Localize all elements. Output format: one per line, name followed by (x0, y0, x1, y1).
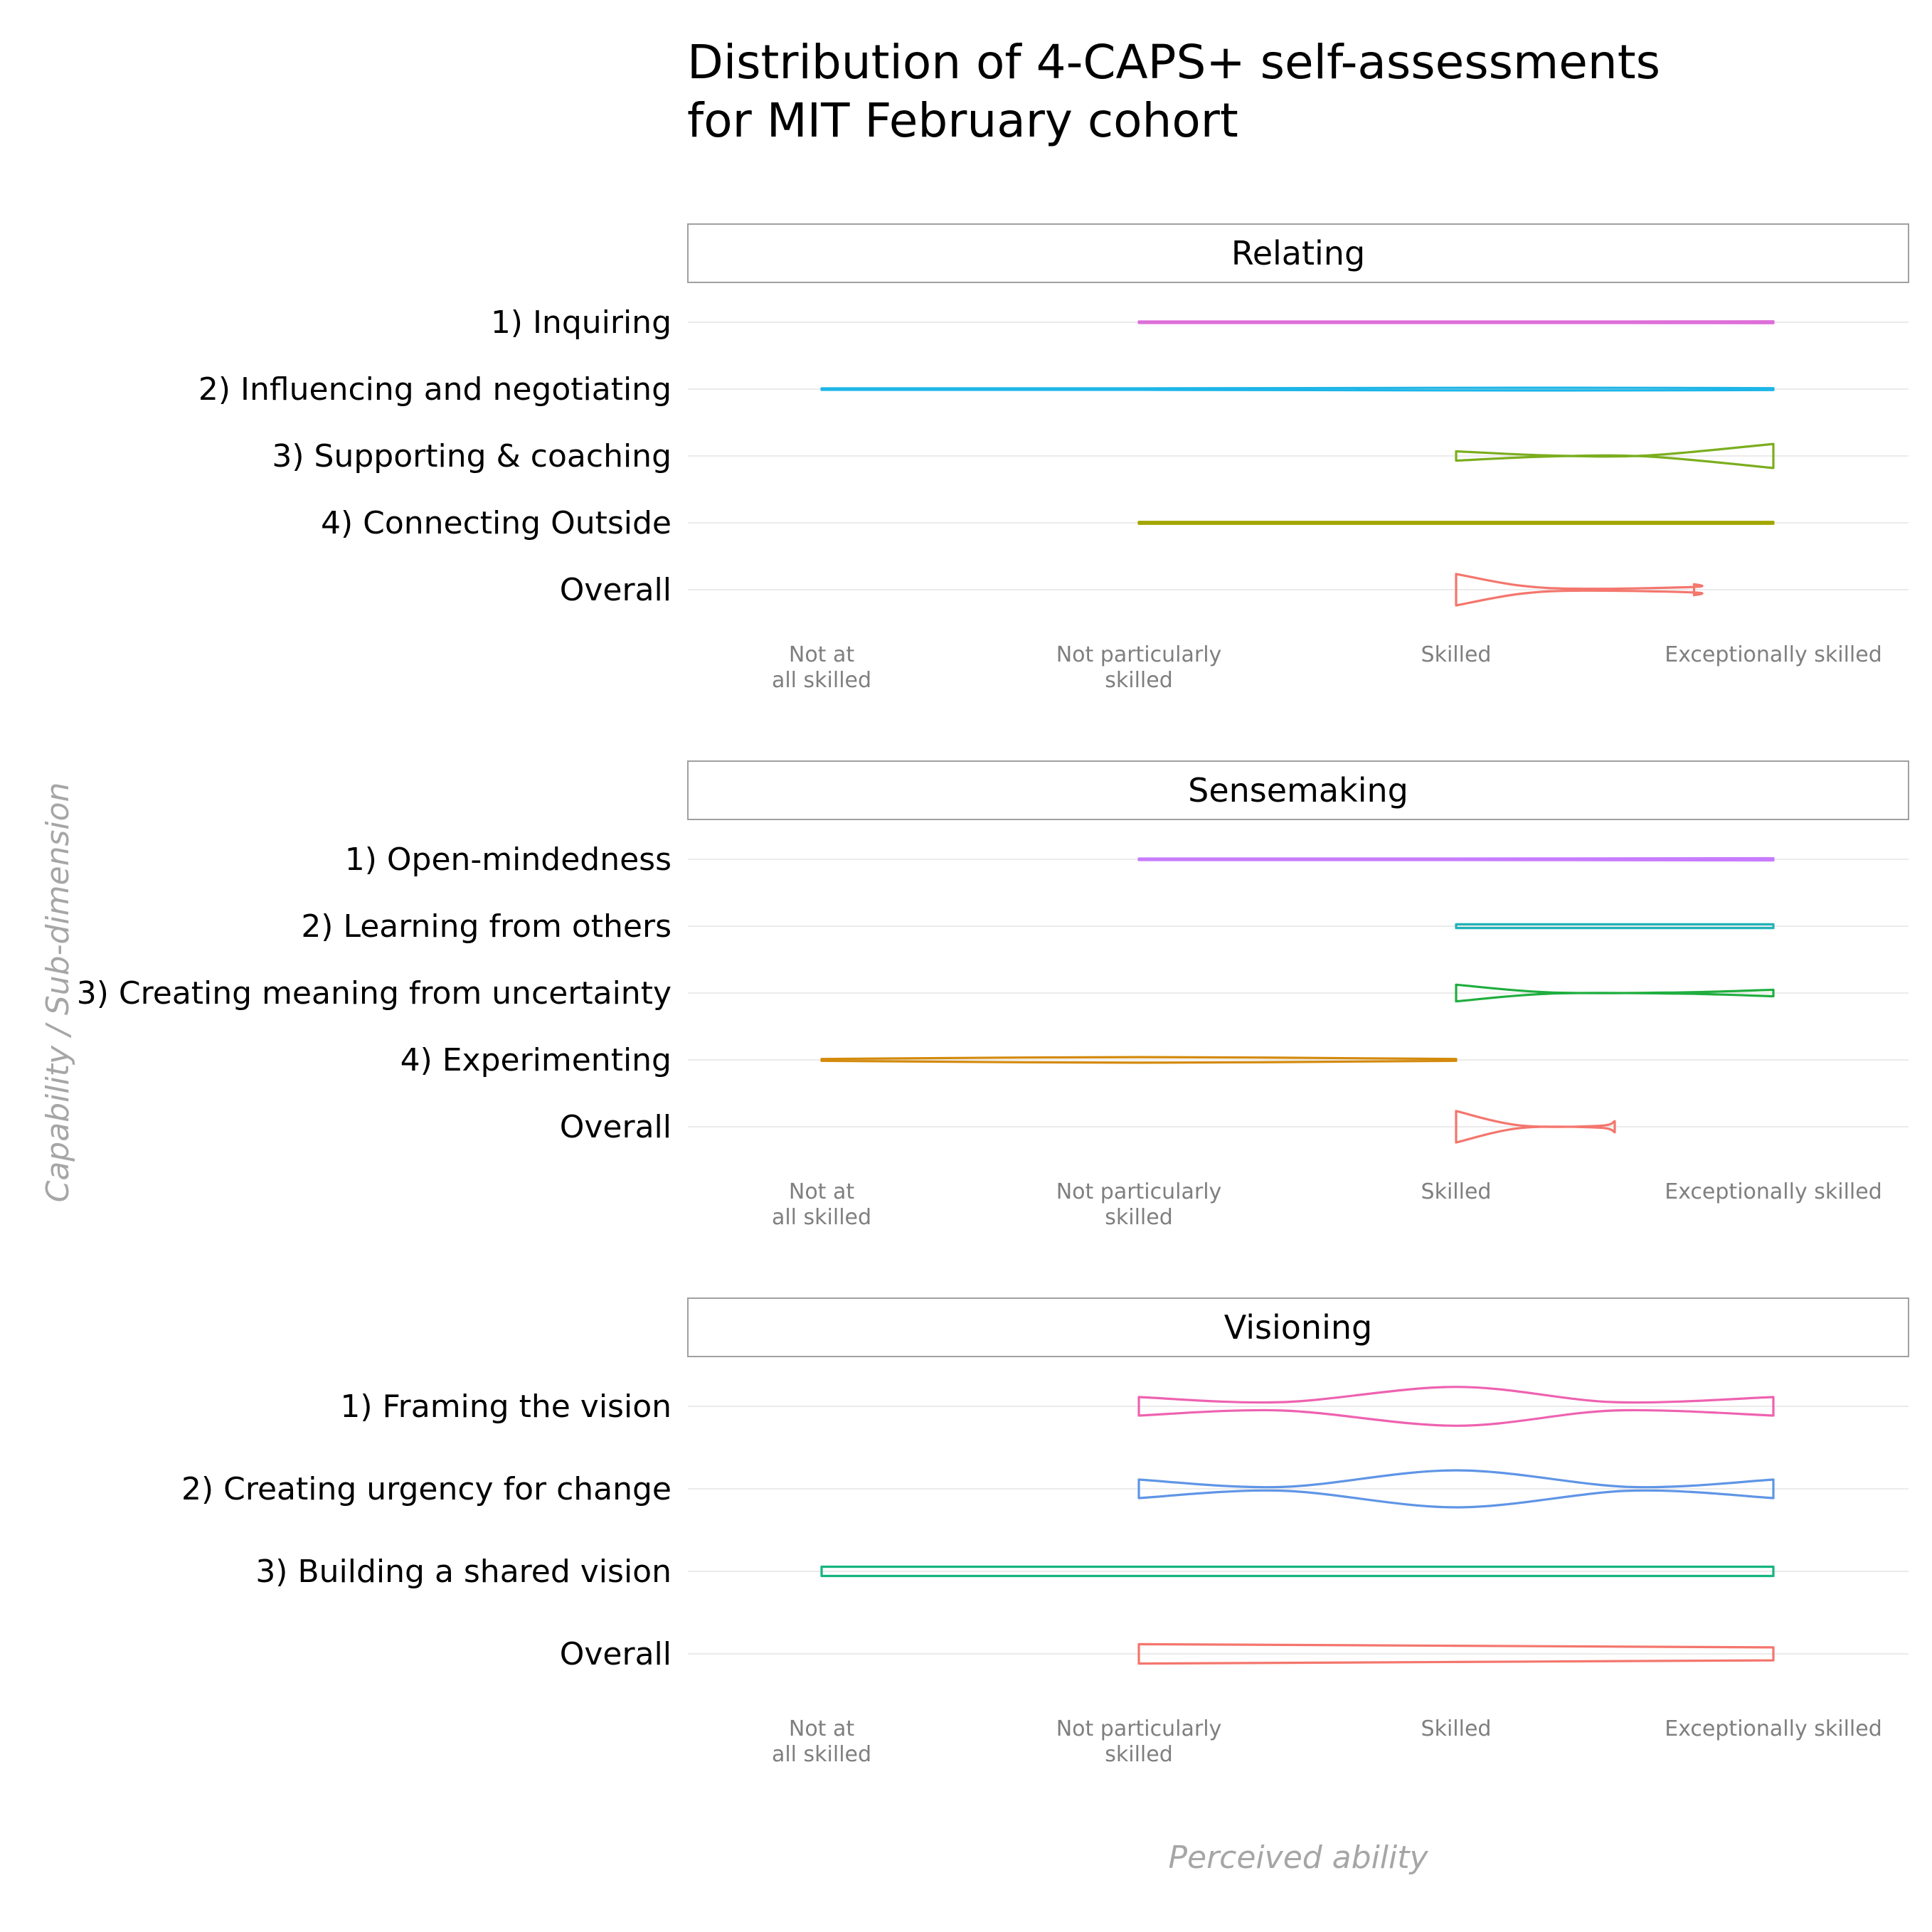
strip-relating (687, 223, 1909, 283)
violin-2-creating-urgency-for-change (1137, 1469, 1775, 1509)
panel-sensemaking: Sensemaking 1) Open-mindedness 2) Learning… (77, 760, 1909, 1230)
row-label: 4) Connecting Outside (321, 505, 672, 541)
violin-overall (1455, 573, 1704, 607)
violin-1-framing-the-vision (1137, 1386, 1775, 1427)
x-tick-label: Not at all skilled (772, 1179, 871, 1230)
row-label: 1) Framing the vision (340, 1389, 672, 1425)
x-tick-label: Exceptionally skilled (1665, 1716, 1882, 1741)
x-tick-label: Not particularly skilled (1056, 1716, 1222, 1767)
y-axis-title: Capability / Sub-dimension (40, 782, 76, 1203)
violin-1-open-mindedness (1137, 856, 1775, 862)
x-tick-label: Skilled (1421, 1179, 1492, 1204)
violin-overall (1137, 1642, 1775, 1665)
row-label: 1) Open-mindedness (345, 842, 672, 878)
x-tick-label: Exceptionally skilled (1665, 642, 1882, 667)
row-label: Overall (560, 572, 672, 608)
row-label: 4) Experimenting (400, 1042, 672, 1078)
violin-overall (1455, 1110, 1616, 1144)
row-label: 3) Building a shared vision (255, 1554, 672, 1590)
x-tick-label: Not at all skilled (772, 642, 871, 693)
violin-4-connecting-outside (1137, 521, 1775, 525)
strip-label: Visioning (1224, 1308, 1372, 1347)
panel-relating: Relating 1) Inquiring 2) Influencing and n… (198, 223, 1909, 693)
x-tick-label: Not particularly skilled (1056, 1179, 1222, 1230)
violin-3-creating-meaning-from-uncertainty (1455, 983, 1775, 1003)
row-label: 2) Creating urgency for change (181, 1471, 672, 1507)
violin-2-influencing-and-negotiating (820, 386, 1775, 392)
panels: Relating 1) Inquiring 2) Influencing and n… (77, 223, 1909, 1767)
panel-visioning: Visioning 1) Framing the vision 2) Creatin… (181, 1297, 1909, 1767)
x-tick-label: Exceptionally skilled (1665, 1179, 1882, 1204)
x-tick-label: Not particularly skilled (1056, 642, 1222, 693)
strip-sensemaking (687, 760, 1909, 820)
row-label: 2) Influencing and negotiating (198, 371, 672, 408)
x-axis-title: Perceived ability (1168, 1840, 1428, 1876)
row-label: Overall (560, 1636, 672, 1672)
row-label: Overall (560, 1109, 672, 1145)
violin-2-learning-from-others (1455, 923, 1775, 930)
x-tick-label: Skilled (1421, 642, 1492, 667)
x-tick-label: Not at all skilled (772, 1716, 871, 1767)
row-label: 2) Learning from others (301, 908, 672, 945)
strip-label: Sensemaking (1188, 771, 1408, 810)
row-label: 3) Creating meaning from uncertainty (77, 975, 672, 1012)
violin-4-experimenting (820, 1056, 1458, 1064)
chart-title: Distribution of 4-CAPS+ self-assessments… (687, 35, 1660, 148)
strip-visioning (687, 1297, 1909, 1357)
x-tick-label: Skilled (1421, 1716, 1492, 1741)
violin-1-inquiring (1137, 320, 1775, 324)
row-label: 3) Supporting & coaching (272, 438, 672, 474)
strip-label: Relating (1231, 234, 1365, 272)
violin-3-building-a-shared-vision (820, 1565, 1775, 1578)
row-label: 1) Inquiring (491, 304, 672, 341)
violin-3-supporting-coaching (1455, 442, 1775, 469)
